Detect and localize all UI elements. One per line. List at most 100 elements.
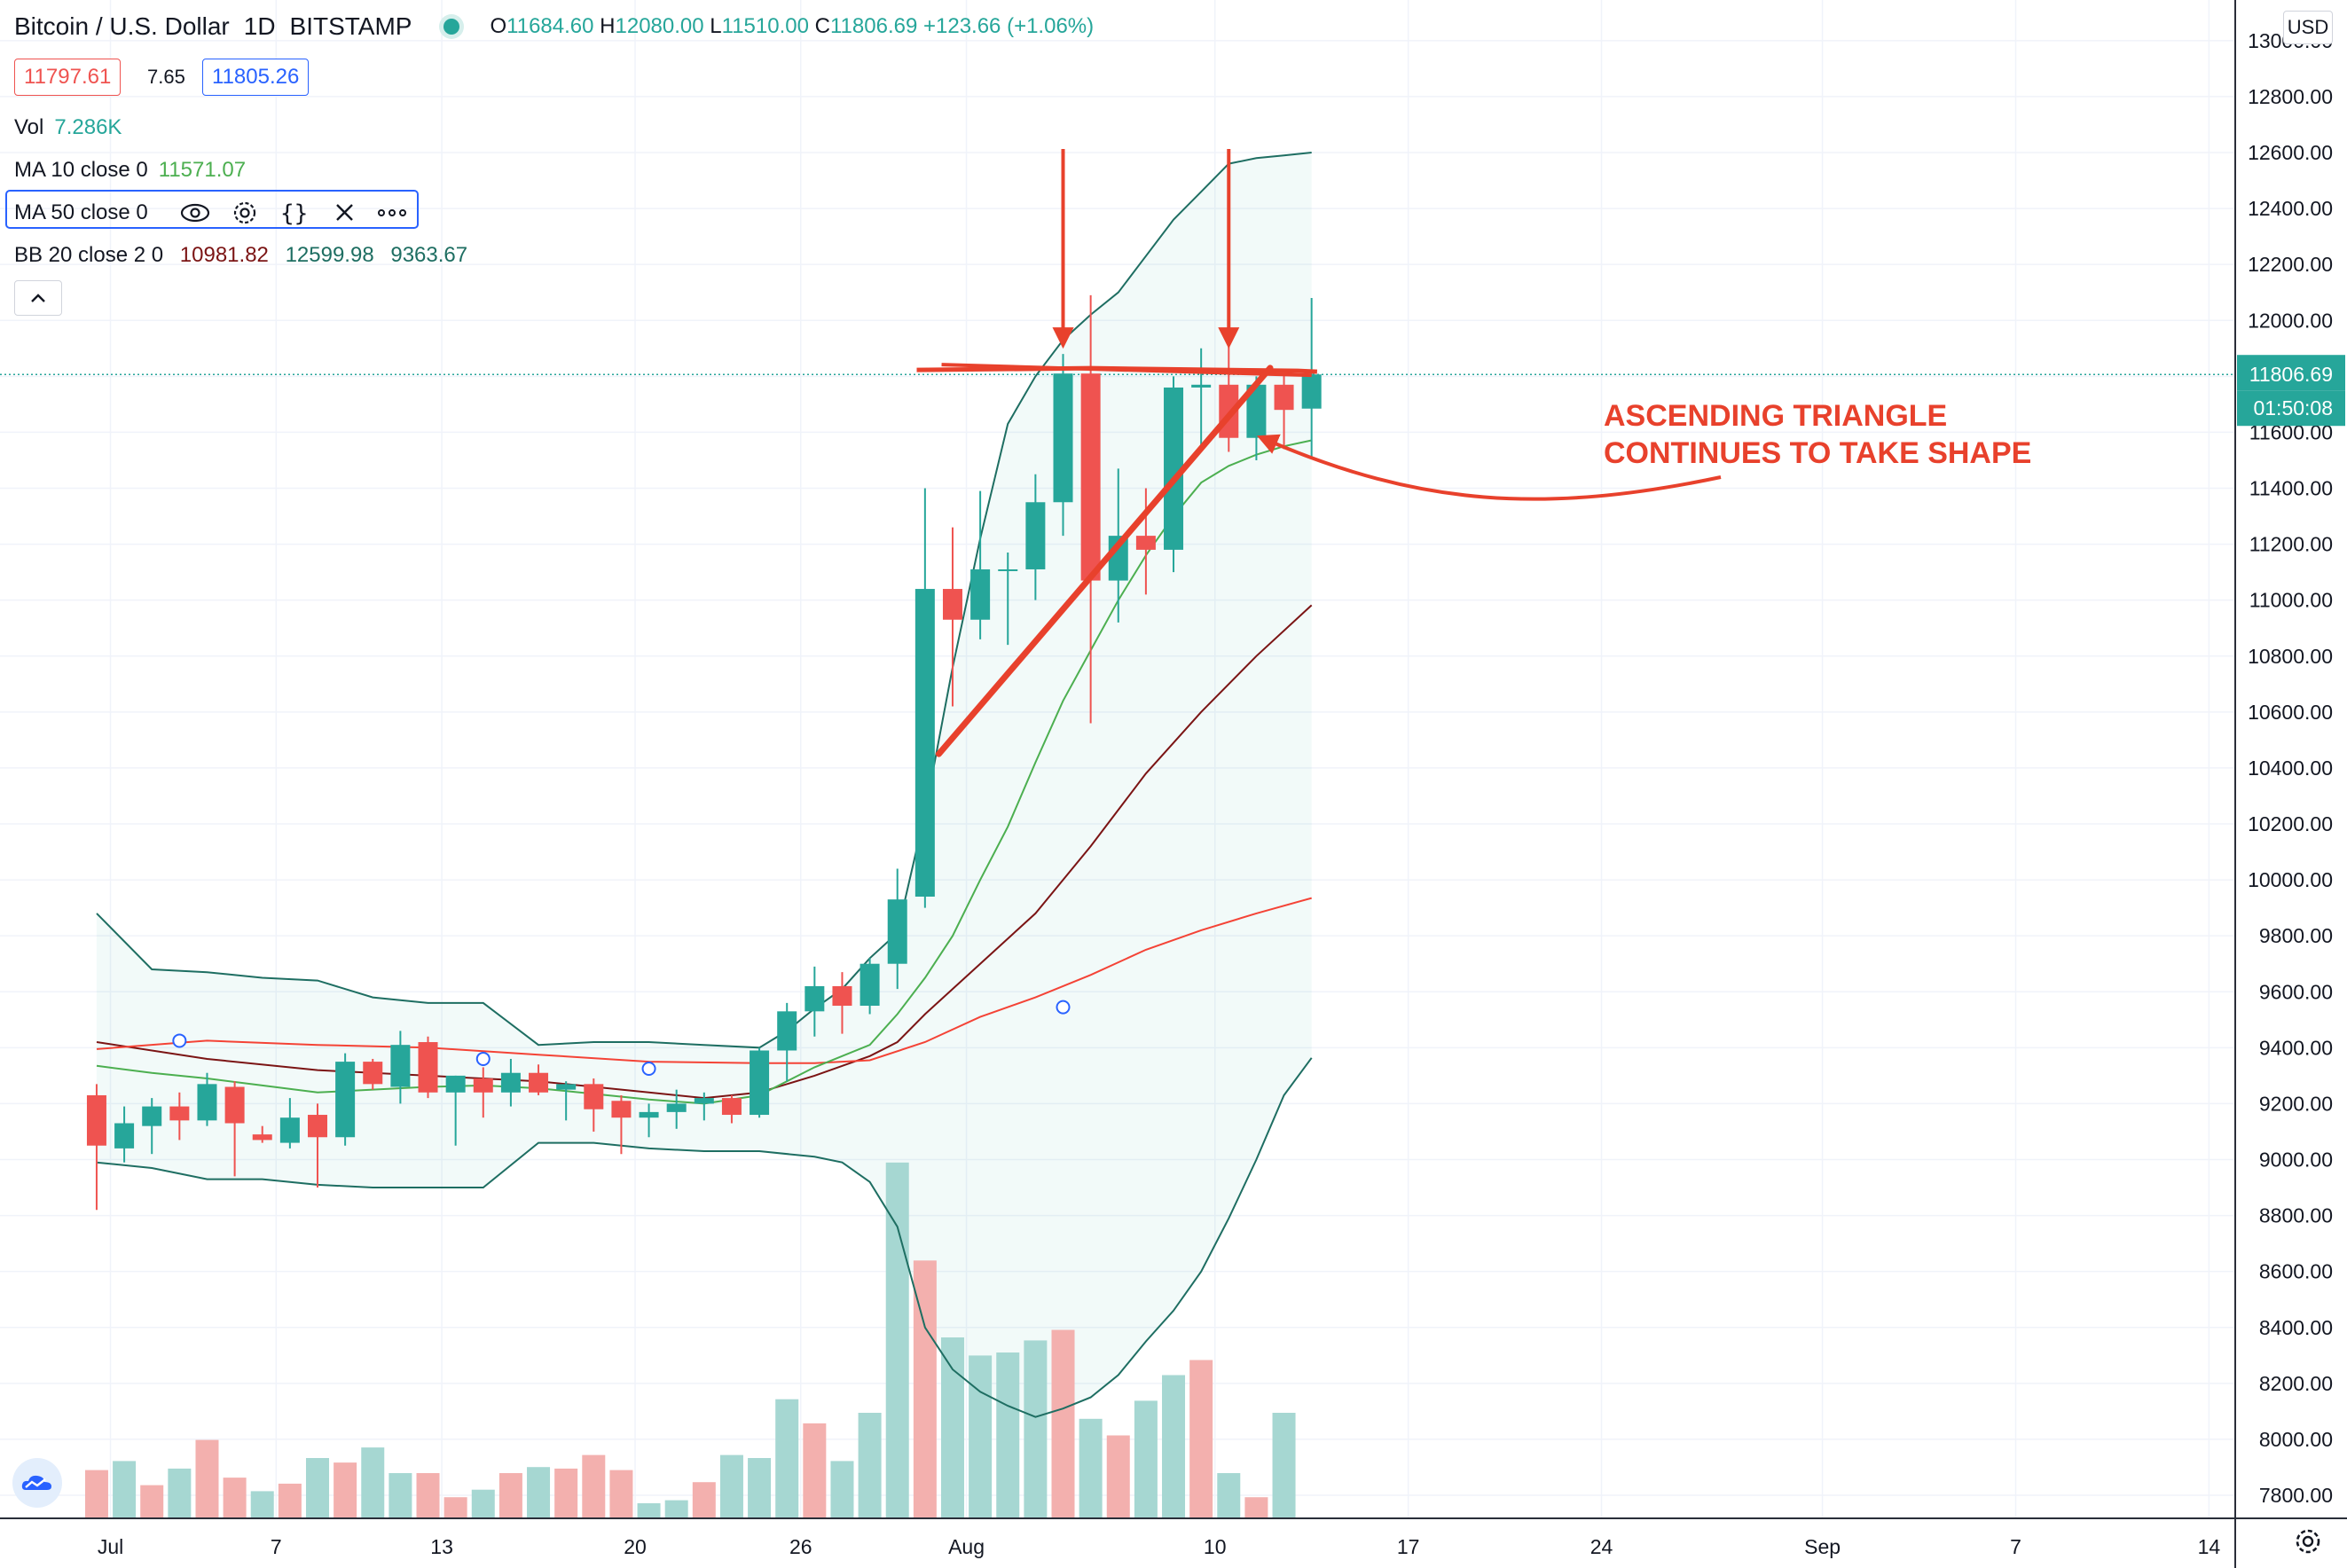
volume-bar xyxy=(858,1413,882,1518)
y-tick-label: 9800.00 xyxy=(2259,924,2333,947)
price-change: +123.66 (+1.06%) xyxy=(922,14,1095,38)
sell-price[interactable]: 11797.61 xyxy=(14,59,122,96)
y-tick-label: 9400.00 xyxy=(2259,1036,2333,1059)
volume-bar xyxy=(803,1423,827,1518)
candle-body xyxy=(639,1111,659,1118)
volume-bar xyxy=(498,1473,522,1518)
annotation-line-1: ASCENDING TRIANGLE xyxy=(1604,399,1948,433)
volume-bar xyxy=(140,1485,164,1518)
candle-body xyxy=(1164,387,1184,550)
bollinger-band xyxy=(96,153,1312,1417)
volume-bar xyxy=(195,1439,219,1518)
candle-body xyxy=(887,899,907,964)
volume-bar xyxy=(84,1470,108,1518)
candle-body xyxy=(1246,384,1267,438)
volume-bar xyxy=(250,1491,274,1518)
volume-bar xyxy=(830,1461,854,1518)
resistance-line-2 xyxy=(941,363,1312,378)
legend-ma10[interactable]: MA 10 close 0 11571.07 xyxy=(14,158,247,182)
candle-body xyxy=(86,1094,106,1146)
currency-button[interactable]: USD xyxy=(2283,11,2333,44)
more-icon[interactable] xyxy=(378,209,406,216)
y-tick-label: 7800.00 xyxy=(2259,1484,2333,1507)
resistance-line xyxy=(916,365,1318,374)
candle-body xyxy=(114,1123,135,1149)
y-tick-label: 12400.00 xyxy=(2248,197,2333,220)
y-tick-label: 9200.00 xyxy=(2259,1092,2333,1115)
candle-body xyxy=(363,1062,383,1085)
volume-bar xyxy=(609,1470,633,1518)
tradingview-logo[interactable] xyxy=(12,1458,62,1508)
annotation-arrow xyxy=(1256,434,1722,501)
annotation-line-2: CONTINUES TO TAKE SHAPE xyxy=(1604,436,2032,470)
volume-bar xyxy=(305,1458,329,1518)
candle-body xyxy=(252,1134,272,1141)
event-marker xyxy=(1056,1000,1071,1015)
y-tick-label: 10600.00 xyxy=(2248,701,2333,724)
volume-bar xyxy=(168,1468,192,1518)
interval[interactable]: 1D xyxy=(243,12,276,40)
x-tick-label: Aug xyxy=(948,1535,985,1558)
candle-body xyxy=(556,1084,577,1090)
candle-body xyxy=(335,1062,356,1138)
collapse-legend-button[interactable] xyxy=(14,280,62,316)
y-tick-label: 10800.00 xyxy=(2248,645,2333,668)
candle-body xyxy=(1080,373,1101,581)
legend-controls: {} xyxy=(180,200,406,227)
ohlc-values: O11684.60 H12080.00 L11510.00 C11806.69 … xyxy=(490,14,1095,38)
volume-bar xyxy=(1134,1400,1158,1518)
x-tick-label: 20 xyxy=(624,1535,647,1558)
candle-body xyxy=(1025,502,1046,569)
legend-ma50[interactable]: MA 50 close 0 xyxy=(14,200,148,224)
candle-body xyxy=(805,985,825,1012)
volume-bar xyxy=(1189,1360,1213,1518)
x-tick-label: 14 xyxy=(2198,1535,2221,1558)
cloud-icon xyxy=(21,1475,51,1490)
source-code-icon[interactable]: {} xyxy=(280,200,308,227)
y-tick-label: 11400.00 xyxy=(2249,477,2333,500)
y-tick-label: 10400.00 xyxy=(2248,757,2333,780)
y-tick-label: 12600.00 xyxy=(2248,141,2333,164)
eye-icon[interactable] xyxy=(180,203,210,223)
volume-bar xyxy=(223,1478,247,1518)
volume-bar xyxy=(885,1162,909,1518)
settings-gear-icon[interactable] xyxy=(2290,1524,2326,1559)
candle-body xyxy=(860,963,880,1007)
candle-body xyxy=(445,1075,466,1093)
candlesticks xyxy=(86,294,1322,1211)
volume-bar xyxy=(775,1399,799,1518)
volume-bar xyxy=(748,1458,772,1518)
y-tick-label: 11200.00 xyxy=(2249,533,2333,556)
volume-bar xyxy=(443,1497,467,1518)
symbol-name[interactable]: Bitcoin / U.S. Dollar xyxy=(14,12,230,40)
legend-volume[interactable]: Vol 7.286K xyxy=(14,115,122,139)
legend-bollinger[interactable]: BB 20 close 2 0 10981.82 12599.98 9363.6… xyxy=(14,243,468,267)
legend-ma50-selected[interactable] xyxy=(5,190,419,229)
x-tick-label: 10 xyxy=(1204,1535,1227,1558)
y-tick-label: 8800.00 xyxy=(2259,1204,2333,1227)
y-tick-label: 8000.00 xyxy=(2259,1428,2333,1451)
candle-body xyxy=(197,1084,217,1121)
close-icon[interactable] xyxy=(336,204,353,221)
candle-body xyxy=(721,1098,742,1116)
volume-bar xyxy=(278,1483,302,1518)
chart-header: Bitcoin / U.S. Dollar 1D BITSTAMP O11684… xyxy=(14,12,1094,41)
event-marker xyxy=(641,1061,656,1076)
y-tick-label: 8600.00 xyxy=(2259,1260,2333,1283)
volume-bar xyxy=(334,1462,357,1518)
candle-body xyxy=(611,1101,632,1118)
y-tick-label: 8200.00 xyxy=(2259,1372,2333,1395)
y-tick-label: 9600.00 xyxy=(2259,980,2333,1003)
y-tick-label: 10000.00 xyxy=(2248,868,2333,891)
buy-price[interactable]: 11805.26 xyxy=(202,59,310,96)
volume-bar xyxy=(996,1352,1020,1518)
settings-icon[interactable] xyxy=(233,201,256,224)
volume-bar xyxy=(527,1467,551,1518)
candle-body xyxy=(832,985,852,1007)
x-tick-label: Sep xyxy=(1804,1535,1841,1558)
volume-bar xyxy=(1024,1340,1048,1518)
x-tick-label: 17 xyxy=(1397,1535,1420,1558)
chart-annotation: ASCENDING TRIANGLE CONTINUES TO TAKE SHA… xyxy=(1604,397,2031,472)
y-tick-label: 11000.00 xyxy=(2249,589,2333,612)
